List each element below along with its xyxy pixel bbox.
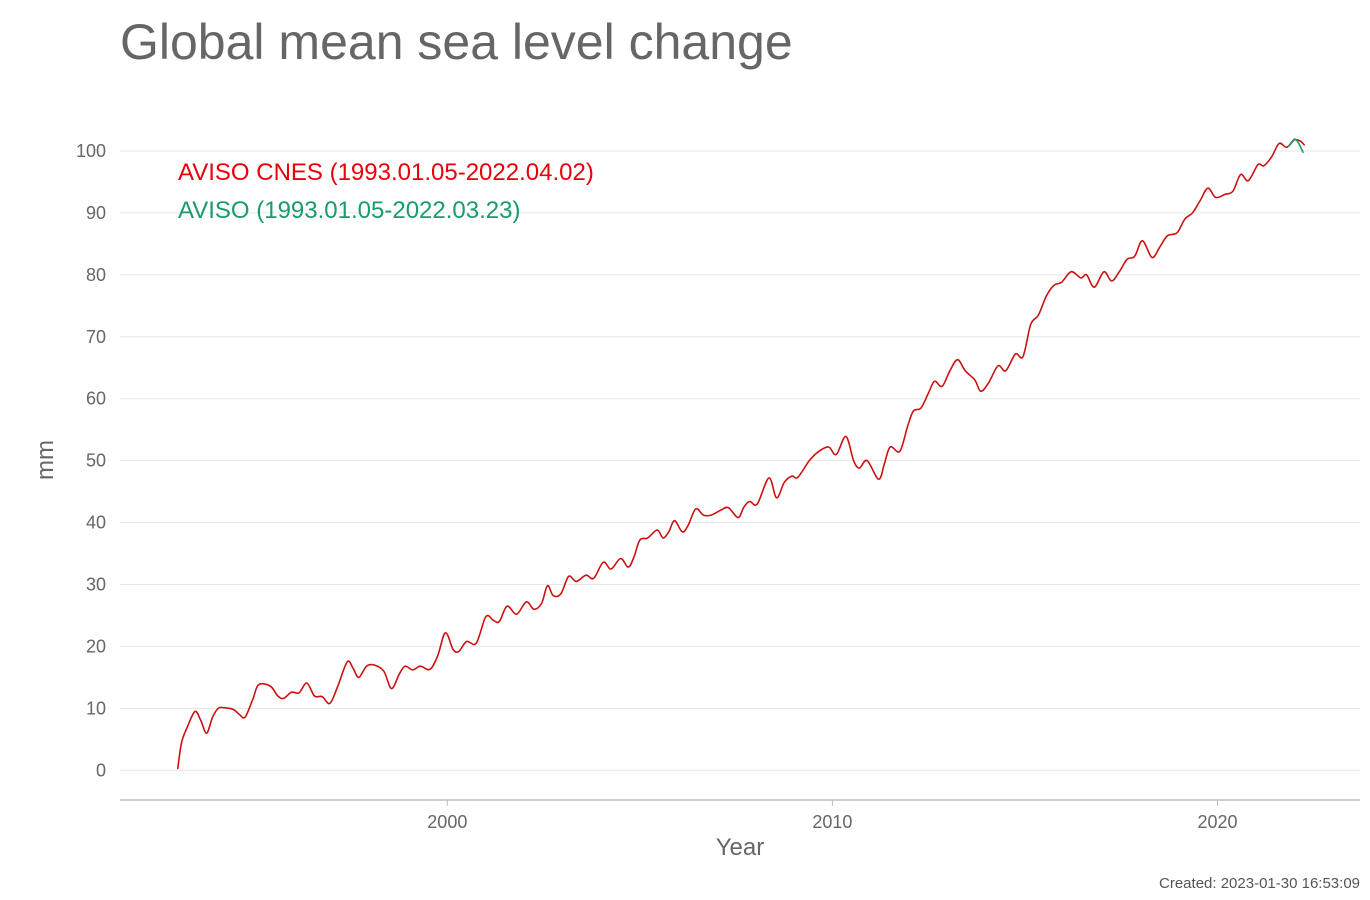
y-tick-label-10: 10 [86, 698, 106, 718]
y-tick-label-20: 20 [86, 636, 106, 656]
x-tick-label-2000: 2000 [427, 812, 467, 832]
y-tick-label-40: 40 [86, 513, 106, 533]
x-axis-title: Year [716, 834, 765, 861]
y-tick-label-90: 90 [86, 203, 106, 223]
gridlines [120, 150, 1360, 771]
legend: AVISO CNES (1993.01.05-2022.04.02) AVISO … [178, 159, 594, 224]
x-tick-label-2020: 2020 [1197, 812, 1237, 832]
y-axis-title: mm [32, 440, 59, 480]
legend-item-aviso: AVISO (1993.01.05-2022.03.23) [178, 197, 520, 224]
series-line-aviso [1288, 138, 1304, 153]
series-line-aviso-cnes [177, 138, 1305, 770]
chart-title: Global mean sea level change [120, 14, 793, 70]
series-lines [177, 138, 1305, 770]
y-tick-label-30: 30 [86, 574, 106, 594]
x-tick-label-2010: 2010 [812, 812, 852, 832]
y-tick-label-100: 100 [76, 141, 106, 161]
legend-item-aviso-cnes: AVISO CNES (1993.01.05-2022.04.02) [178, 159, 594, 186]
created-timestamp: Created: 2023-01-30 16:53:09 [1159, 875, 1360, 892]
y-tick-label-70: 70 [86, 327, 106, 347]
y-tick-label-50: 50 [86, 451, 106, 471]
y-tick-label-60: 60 [86, 389, 106, 409]
axes: 0 10 20 30 40 50 60 70 80 90 100 2000 2010 2020 Year mm [32, 141, 1360, 861]
y-tick-label-80: 80 [86, 265, 106, 285]
y-tick-label-0: 0 [96, 760, 106, 780]
